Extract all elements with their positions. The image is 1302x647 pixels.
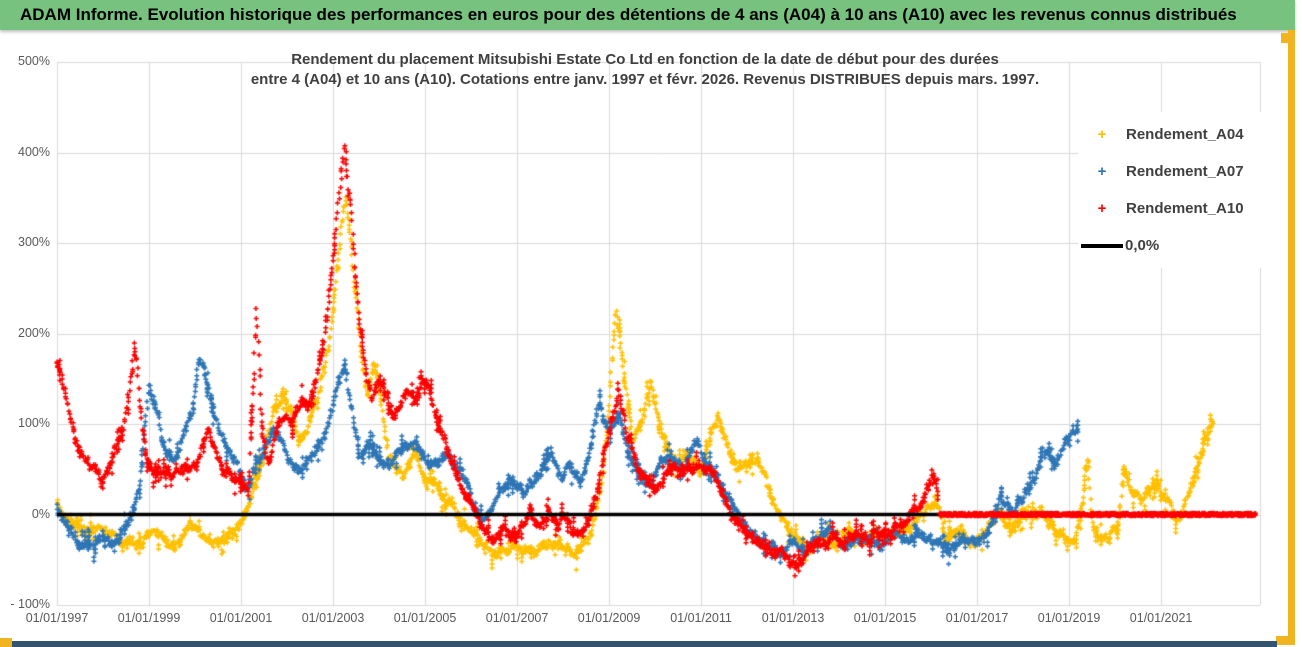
gold-notch [1281,33,1295,43]
x-axis-tick-label: 01/01/2013 [761,611,825,625]
plus-marker-icon: + [1097,163,1107,180]
legend-item-a04: + Rendement_A04 [1078,116,1292,153]
y-axis-tick-label: 500% [18,54,50,68]
x-axis-tick-label: 01/01/2019 [1037,611,1101,625]
y-axis-tick-label: 300% [18,235,50,249]
y-axis-tick-label: 100% [18,416,50,430]
y-axis-tick-label: 400% [18,144,50,159]
y-axis-tick-label: 200% [18,325,50,340]
x-axis-tick-label: 01/01/2021 [1129,611,1193,625]
x-axis-tick-label: 01/01/2011 [670,611,732,625]
x-axis-tick-label: 01/01/1997 [25,611,89,625]
line-swatch-icon [1081,243,1123,248]
legend-label-a07: Rendement_A07 [1126,163,1244,180]
x-axis-tick-label: 01/01/2015 [853,611,917,625]
x-axis-tick-label: 01/01/2007 [485,611,549,625]
bottom-bar-navy [12,641,1277,647]
x-axis-tick-label: 01/01/2005 [393,611,457,625]
legend: + Rendement_A04 + Rendement_A07 + Rendem… [1078,112,1292,268]
gold-foot [1276,636,1295,645]
plus-marker-icon: + [1097,126,1107,143]
chart-title-line1: Rendement du placement Mitsubishi Estate… [291,51,999,68]
legend-item-a10: + Rendement_A10 [1078,190,1292,227]
x-axis-tick-label: 01/01/1999 [117,611,181,625]
chart-title: Rendement du placement Mitsubishi Estate… [145,50,1145,90]
x-axis-tick-label: 01/01/2009 [577,611,641,625]
legend-item-a07: + Rendement_A07 [1078,153,1292,190]
y-axis-tick-label: 0% [31,506,50,521]
x-axis-tick-label: 01/01/2003 [301,611,365,625]
chart-title-line2: entre 4 (A04) et 10 ans (A10). Cotations… [250,71,1040,88]
x-axis-tick-label: 01/01/2001 [209,611,273,625]
plus-marker-icon: + [1097,200,1107,217]
x-axis-tick-label: 01/01/2017 [945,611,1009,625]
y-axis-tick-label: - 100% [10,597,50,611]
legend-label-zero: 0,0% [1125,237,1160,254]
gold-strip-right [1288,30,1295,645]
legend-item-zero-line: 0,0% [1078,227,1292,264]
legend-label-a04: Rendement_A04 [1126,126,1244,143]
legend-label-a10: Rendement_A10 [1126,200,1244,217]
gold-corner-bottom-left [0,638,12,647]
